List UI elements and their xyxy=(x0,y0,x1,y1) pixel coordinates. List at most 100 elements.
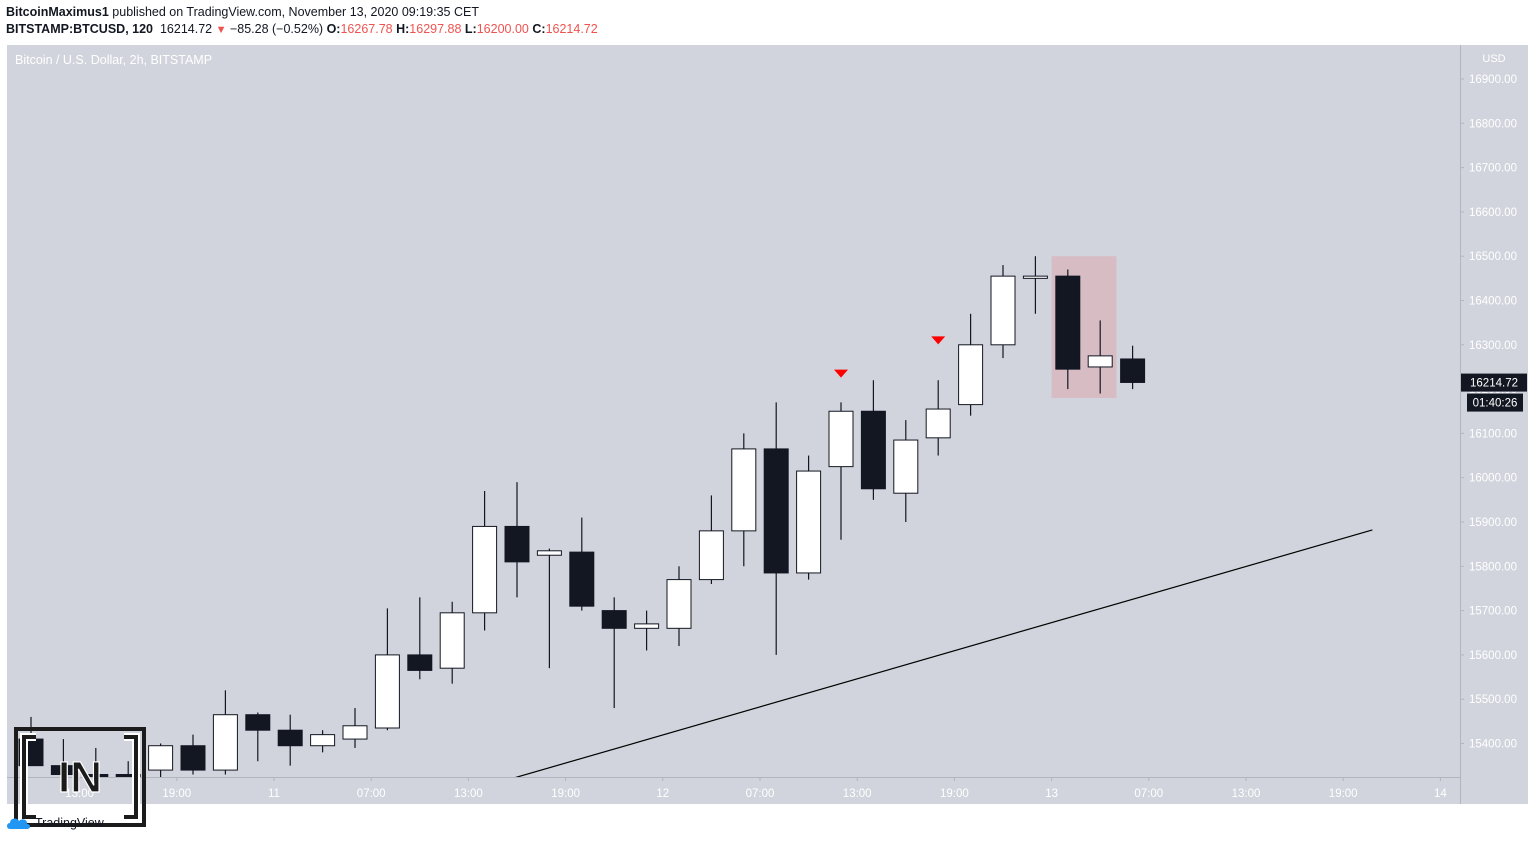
candle-body xyxy=(115,774,141,777)
open-label: O: xyxy=(326,22,341,36)
candle xyxy=(310,730,336,753)
candle xyxy=(245,712,271,762)
candle-body xyxy=(342,725,368,740)
candle-body xyxy=(50,765,76,776)
candle xyxy=(828,402,854,540)
sell-marker xyxy=(931,336,946,345)
x-tick-label: 13:00 xyxy=(843,788,872,800)
candle xyxy=(1022,256,1048,314)
candle xyxy=(1087,320,1113,394)
candle xyxy=(958,313,984,416)
symbol-label: BITSTAMP:BTCUSD, 120 xyxy=(6,22,154,36)
candle-body xyxy=(536,550,562,556)
candle-body xyxy=(1022,275,1048,279)
y-tick-label: 16800.00 xyxy=(1469,118,1517,130)
chart-pane[interactable] xyxy=(7,45,1460,777)
candle xyxy=(666,566,692,647)
watermark-logo: IN xyxy=(14,727,146,827)
y-tick-label: 15700.00 xyxy=(1469,606,1517,618)
y-tick-label: 16500.00 xyxy=(1469,251,1517,263)
cloud-icon xyxy=(7,818,30,829)
candle xyxy=(601,597,627,709)
candle xyxy=(407,597,433,680)
candle-body xyxy=(83,774,109,777)
x-tick-label: 13:00 xyxy=(454,788,483,800)
countdown-label: 01:40:26 xyxy=(1473,398,1518,410)
candle-body xyxy=(180,745,206,771)
publish-line: BitcoinMaximus1 published on TradingView… xyxy=(6,4,598,21)
x-tick-label: 12 xyxy=(656,788,669,800)
high-value: 16297.88 xyxy=(409,22,462,36)
y-tick-label: 16600.00 xyxy=(1469,207,1517,219)
x-tick-label: 13:00 xyxy=(1232,788,1261,800)
candle-body xyxy=(893,439,919,494)
chart-header: BitcoinMaximus1 published on TradingView… xyxy=(6,4,598,39)
publish-info: published on TradingView.com, November 1… xyxy=(108,5,479,19)
candle-body xyxy=(698,530,724,581)
candle-body xyxy=(1055,275,1081,370)
x-tick-label: 19:00 xyxy=(940,788,969,800)
candle xyxy=(990,265,1016,359)
x-tick-label: 13:00 xyxy=(65,788,94,800)
candle-body xyxy=(860,410,886,490)
ohlc-line: BITSTAMP:BTCUSD, 120 16214.72 ▼ −85.28 (… xyxy=(6,21,598,39)
candle xyxy=(180,734,206,775)
candle xyxy=(472,490,498,631)
candle xyxy=(925,380,951,456)
time-axis[interactable] xyxy=(7,777,1460,804)
candle-body xyxy=(828,410,854,468)
y-tick-label: 15500.00 xyxy=(1469,694,1517,706)
y-tick-label: 15800.00 xyxy=(1469,561,1517,573)
candle-body xyxy=(990,275,1016,346)
candle-body xyxy=(148,745,174,771)
candle-body xyxy=(958,344,984,406)
open-value: 16267.78 xyxy=(340,22,393,36)
candle-body xyxy=(634,623,660,629)
x-tick-label: 19:00 xyxy=(1329,788,1358,800)
candle-body xyxy=(763,448,789,574)
last-price-badge xyxy=(1461,373,1527,392)
candle-body xyxy=(439,612,465,669)
candle xyxy=(860,380,886,500)
y-tick-label: 15400.00 xyxy=(1469,739,1517,751)
currency-label: USD xyxy=(1482,53,1505,65)
author-name[interactable]: BitcoinMaximus1 xyxy=(6,5,109,19)
y-tick-label: 16100.00 xyxy=(1469,428,1517,440)
y-tick-label: 15900.00 xyxy=(1469,517,1517,529)
candle-body xyxy=(666,579,692,629)
candle-body xyxy=(472,525,498,614)
pane-title: Bitcoin / U.S. Dollar, 2h, BITSTAMP xyxy=(15,53,213,67)
y-tick-label: 16900.00 xyxy=(1469,74,1517,86)
x-tick-label: 07:00 xyxy=(746,788,775,800)
x-tick-label: 11 xyxy=(268,788,280,800)
y-tick-label: 15600.00 xyxy=(1469,650,1517,662)
candle xyxy=(277,714,303,766)
x-tick-label: 14 xyxy=(1434,788,1447,800)
sell-marker xyxy=(834,369,848,378)
candle xyxy=(698,495,724,585)
candle xyxy=(504,482,530,598)
price-change: −85.28 (−0.52%) xyxy=(229,22,324,36)
candle xyxy=(83,747,109,777)
candle xyxy=(731,433,757,567)
trendline xyxy=(515,529,1373,777)
candle xyxy=(50,739,76,776)
close-value: 16214.72 xyxy=(545,22,598,36)
candle xyxy=(1120,345,1146,390)
candle-body xyxy=(277,729,303,747)
candle xyxy=(569,517,595,611)
candle-body xyxy=(925,408,951,439)
price-axis[interactable] xyxy=(1460,45,1528,804)
close-label: C: xyxy=(532,22,546,36)
x-tick-label: 19:00 xyxy=(551,788,580,800)
candle xyxy=(536,548,562,669)
candle-body xyxy=(1087,355,1113,368)
high-label: H: xyxy=(396,22,410,36)
low-label: L: xyxy=(464,22,477,36)
last-price-value: 16214.72 xyxy=(159,22,213,36)
tradingview-logo[interactable]: TradingView xyxy=(6,816,104,830)
candle xyxy=(115,761,141,777)
y-tick-label: 16300.00 xyxy=(1469,340,1517,352)
candle xyxy=(634,610,660,651)
